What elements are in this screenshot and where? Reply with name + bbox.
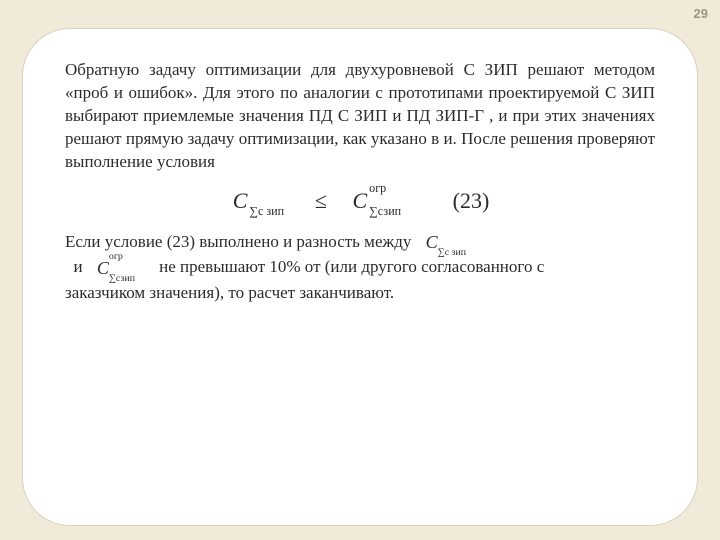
formula-rhs: C огр ∑сзип xyxy=(350,188,369,214)
equation-number: (23) xyxy=(453,188,490,214)
p2-and: и xyxy=(74,257,83,276)
inline-term-2-sub: ∑сзип xyxy=(109,272,135,286)
paragraph-conclusion: Если условие (23) выполнено и разность м… xyxy=(65,230,655,305)
formula-rhs-sub: ∑сзип xyxy=(369,204,401,219)
inline-term-2-base: C xyxy=(97,258,109,278)
content-card: Обратную задачу оптимизации для двухуров… xyxy=(22,28,698,526)
formula-rhs-base: C xyxy=(352,188,367,213)
formula-rhs-sup: огр xyxy=(369,181,386,196)
paragraph-intro: Обратную задачу оптимизации для двухуров… xyxy=(65,59,655,174)
p2-lead: Если условие (23) выполнено и разность м… xyxy=(65,232,411,251)
p2-after-term2: не превышают 10% от (или другого согласо… xyxy=(159,257,544,276)
equation-23: C ∑с зип ≤ C огр ∑сзип (23) xyxy=(65,188,655,214)
inline-term-1-base: C xyxy=(426,232,438,252)
inline-term-2: C огр ∑сзип xyxy=(97,256,109,281)
inline-term-2-sup: огр xyxy=(109,250,123,264)
inline-term-1: C ∑с зип xyxy=(426,230,438,255)
formula-lhs: C ∑с зип xyxy=(231,188,250,214)
page-number: 29 xyxy=(694,6,708,21)
formula-lhs-base: C xyxy=(233,188,248,213)
formula-lhs-sub: ∑с зип xyxy=(249,204,284,219)
inline-term-1-sub: ∑с зип xyxy=(438,246,466,260)
p2-line3: заказчиком значения), то расчет заканчив… xyxy=(65,283,394,302)
formula-operator: ≤ xyxy=(315,188,327,214)
